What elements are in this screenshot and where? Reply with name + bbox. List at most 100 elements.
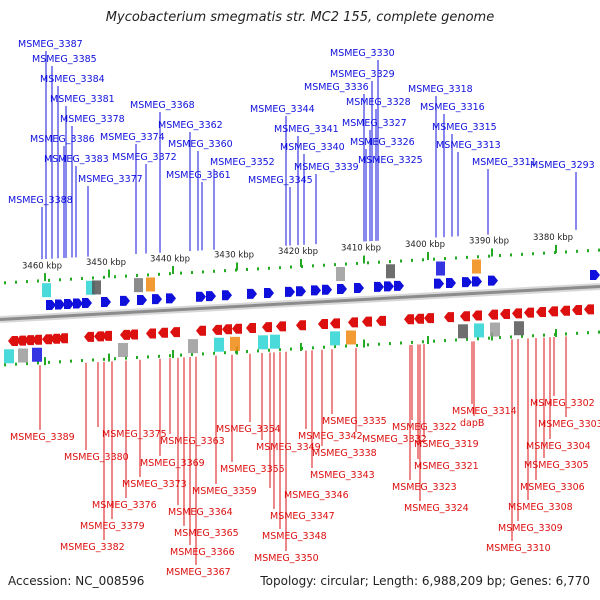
lower-tick-dot [246, 349, 248, 353]
upper-tick-dot [224, 269, 226, 273]
reverse-gene-label: MSMEG_3367 [166, 567, 231, 578]
reverse-gene-label: MSMEG_3304 [526, 441, 591, 452]
lower-tick-dot [257, 349, 259, 353]
reverse-gene-label: MSMEG_3366 [170, 547, 235, 558]
scale-label: 3430 kbp [214, 251, 254, 261]
reverse-gene-label: MSMEG_3338 [312, 448, 377, 459]
forward-gene-label: MSMEG_3388 [8, 195, 73, 206]
reverse-gene-label: MSMEG_3342 [298, 431, 363, 442]
forward-gene-label: MSMEG_3360 [168, 139, 233, 150]
forward-gene-arrow [46, 299, 56, 310]
forward-gene-label: MSMEG_3368 [130, 100, 195, 111]
upper-feature-box [146, 277, 155, 292]
reverse-gene-arrow [24, 335, 34, 346]
upper-tick-dot [114, 275, 116, 279]
upper-tick-dot [598, 248, 600, 252]
lower-tick-dot [323, 345, 325, 349]
major-tick-lower [363, 339, 365, 348]
reverse-gene-arrow [424, 313, 434, 324]
forward-gene-arrow [590, 270, 600, 281]
reverse-gene-labels: MSMEG_3389 MSMEG_3380 MSMEG_3375 MSMEG_3382… [10, 336, 600, 578]
scale-ticks: 3460 kbp 3450 kbp 3440 kbp 3430 kbp 3420 kbp… [4, 233, 600, 367]
accession-label: Accession: NC_008596 [8, 574, 145, 588]
upper-feature-box [42, 283, 51, 298]
forward-gene-label: MSMEG_3381 [50, 94, 115, 105]
forward-gene-label: MSMEG_3318 [408, 84, 473, 95]
lower-tick-dot [92, 358, 94, 362]
reverse-gene-label: MSMEG_3321 [414, 461, 479, 472]
lower-tick-dot [279, 348, 281, 352]
reverse-gene-label: MSMEG_3335 [322, 416, 387, 427]
reverse-gene-label: MSMEG_3354 [216, 424, 281, 435]
forward-gene-arrow [120, 295, 130, 306]
upper-tick-dot [378, 260, 380, 264]
upper-tick-dot [367, 261, 369, 265]
reverse-gene-arrow [512, 308, 522, 319]
lower-feature-box [270, 334, 280, 349]
reverse-gene-label: MSMEG_3355 [220, 464, 285, 475]
reverse-gene-arrow [84, 331, 94, 342]
reverse-gene-arrow [318, 319, 328, 330]
lower-feature-box [118, 343, 128, 358]
reverse-gene-arrow [146, 328, 156, 339]
scale-label: 3450 kbp [86, 258, 126, 268]
reverse-gene-arrow [222, 324, 232, 335]
lower-tick-dot [103, 357, 105, 361]
forward-gene-label: MSMEG_3315 [432, 122, 497, 133]
lower-tick-dot [268, 348, 270, 352]
forward-gene-arrow [264, 287, 274, 298]
forward-gene-labels: MSMEG_3387 MSMEG_3385 MSMEG_3384 MSMEG_3381… [8, 39, 595, 260]
lower-tick-dot [433, 339, 435, 343]
major-tick-lower [427, 336, 429, 345]
reverse-gene-label: dapB [460, 418, 484, 429]
reverse-gene-arrow [8, 336, 18, 347]
scale-label: 3400 kbp [405, 240, 445, 250]
lower-tick-dot [587, 331, 589, 335]
upper-tick-dot [158, 272, 160, 276]
upper-tick-dot [543, 251, 545, 255]
upper-tick-dot [191, 270, 193, 274]
forward-gene-label: MSMEG_3372 [112, 152, 177, 163]
major-tick [44, 273, 46, 282]
major-tick [300, 259, 302, 267]
upper-tick-dot [147, 273, 149, 277]
forward-gene-label: MSMEG_3330 [330, 48, 395, 59]
forward-gene-arrow [196, 291, 206, 302]
forward-gene-arrow [55, 299, 65, 310]
forward-gene-label: MSMEG_3293 [530, 160, 595, 171]
reverse-gene-arrow [472, 310, 482, 321]
lower-tick-dot [543, 333, 545, 337]
forward-gene-arrow [101, 296, 111, 307]
upper-tick-dot [510, 253, 512, 257]
lower-tick-dot [400, 341, 402, 345]
lower-tick-dot [213, 351, 215, 355]
lower-tick-dot [81, 359, 83, 363]
lower-feature-box [474, 323, 484, 338]
upper-tick-dot [345, 262, 347, 266]
reverse-gene-label: MSMEG_3364 [168, 507, 233, 518]
lower-tick-dot [521, 334, 523, 338]
forward-gene-arrow [462, 277, 472, 288]
forward-gene-label: MSMEG_3326 [350, 137, 415, 148]
lower-tick-dot [499, 336, 501, 340]
upper-feature-box [86, 280, 95, 295]
forward-gene-label: MSMEG_3327 [342, 118, 407, 129]
major-tick-lower [44, 357, 46, 366]
backbone-line [0, 285, 600, 321]
reverse-gene-label: MSMEG_3375 [102, 429, 167, 440]
upper-tick-dot [488, 254, 490, 258]
lower-feature-box [188, 339, 198, 354]
lower-tick-dot [125, 356, 127, 360]
reverse-gene-arrow [524, 307, 534, 318]
forward-gene-label: MSMEG_3345 [248, 175, 313, 186]
forward-gene-label: MSMEG_3313 [436, 140, 501, 151]
upper-tick-dot [389, 260, 391, 264]
reverse-gene-arrow [94, 331, 104, 342]
forward-gene-arrow [322, 284, 332, 295]
forward-gene-label: MSMEG_3387 [18, 39, 83, 50]
reverse-gene-label: MSMEG_3309 [498, 523, 563, 534]
forward-gene-arrow [206, 291, 216, 302]
upper-feature-box [472, 259, 481, 274]
upper-tick-dot [334, 263, 336, 267]
lower-tick-dot [114, 357, 116, 361]
